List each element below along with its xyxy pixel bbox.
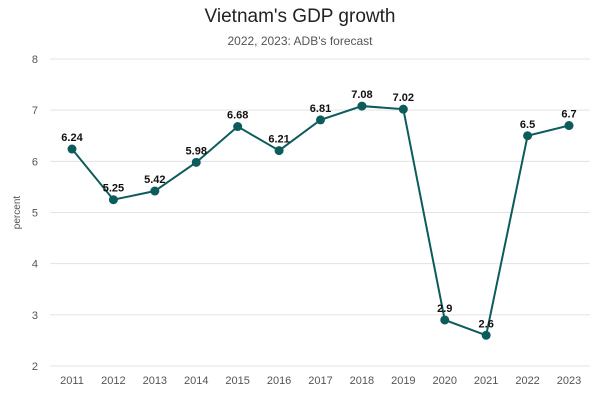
x-tick-label: 2011 xyxy=(60,375,84,387)
data-point xyxy=(67,144,77,154)
x-tick-label: 2019 xyxy=(391,375,415,387)
x-tick-label: 2018 xyxy=(350,375,374,387)
data-point xyxy=(233,122,243,132)
x-tick-label: 2014 xyxy=(184,375,208,387)
data-label: 5.42 xyxy=(144,174,165,186)
data-label: 2.9 xyxy=(437,303,452,315)
data-label: 6.21 xyxy=(268,134,289,146)
x-tick-label: 2021 xyxy=(474,375,498,387)
data-point xyxy=(440,315,450,325)
series-line xyxy=(71,105,570,337)
x-tick-label: 2020 xyxy=(433,375,457,387)
data-point xyxy=(274,146,284,156)
y-tick-label: 3 xyxy=(32,310,38,322)
chart-subtitle: 2022, 2023: ADB's forecast xyxy=(227,34,373,48)
data-label: 7.02 xyxy=(393,92,414,104)
data-point xyxy=(523,131,533,141)
data-label: 2.6 xyxy=(479,318,494,330)
x-tick-label: 2012 xyxy=(101,375,125,387)
y-tick-label: 2 xyxy=(32,361,38,373)
x-tick-label: 2017 xyxy=(308,375,332,387)
x-tick-label: 2023 xyxy=(557,375,581,387)
data-point xyxy=(191,157,201,167)
x-tick-label: 2022 xyxy=(515,375,539,387)
y-tick-label: 6 xyxy=(32,156,38,168)
data-point xyxy=(316,115,325,125)
data-label: 6.7 xyxy=(561,109,576,121)
x-tick-label: 2016 xyxy=(267,375,291,387)
data-label: 6.24 xyxy=(61,132,83,144)
y-tick-label: 7 xyxy=(32,105,38,117)
data-label: 6.81 xyxy=(310,103,331,115)
x-tick-label: 2015 xyxy=(225,375,249,387)
data-label: 5.25 xyxy=(103,183,124,195)
data-point xyxy=(564,121,574,131)
data-point xyxy=(108,195,118,205)
data-label: 5.98 xyxy=(186,145,207,157)
data-label: 6.5 xyxy=(520,119,535,131)
y-tick-label: 5 xyxy=(32,208,38,220)
data-label: 7.08 xyxy=(351,89,372,101)
data-point xyxy=(150,186,160,196)
data-point xyxy=(398,104,408,114)
y-tick-label: 4 xyxy=(32,259,38,271)
data-point xyxy=(357,101,367,111)
data-label: 6.68 xyxy=(227,110,248,122)
data-point xyxy=(481,330,491,340)
y-tick-label: 8 xyxy=(32,54,38,66)
chart-title: Vietnam's GDP growth xyxy=(204,6,396,27)
y-axis-label: percent xyxy=(12,196,23,230)
x-tick-label: 2013 xyxy=(143,375,167,387)
